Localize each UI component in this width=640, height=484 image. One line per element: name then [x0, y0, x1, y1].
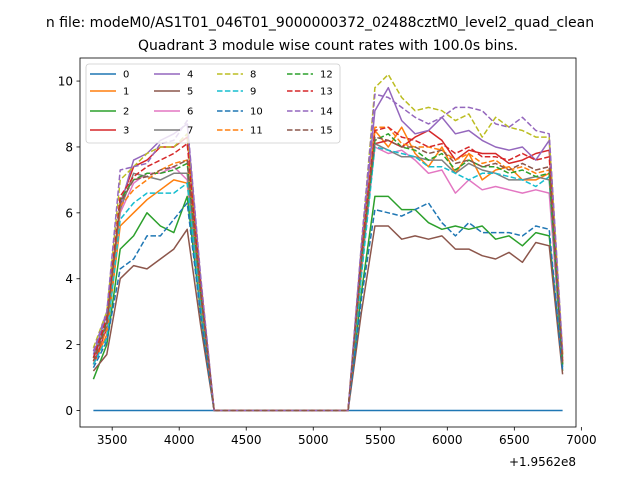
plot-area: 3500 4000 4500 5000 5500 6000 6500 70000246810+… — [58, 57, 597, 469]
x-tick-label: 3500 — [97, 433, 128, 447]
series-line-12 — [92, 133, 564, 412]
series-line-2 — [92, 195, 564, 412]
series-line-7 — [92, 142, 564, 412]
legend-label-10: 10 — [250, 107, 263, 118]
x-offset-label: +1.9562e8 — [509, 455, 576, 469]
y-tick-label: 2 — [65, 338, 73, 352]
series-line-11 — [92, 126, 564, 412]
legend-label-2: 2 — [123, 107, 129, 118]
x-tick-label: 4000 — [164, 433, 195, 447]
series-line-1 — [92, 126, 564, 412]
legend-label-13: 13 — [320, 87, 333, 98]
x-tick-label: 6000 — [432, 433, 463, 447]
legend-label-15: 15 — [320, 126, 333, 137]
legend-label-12: 12 — [320, 70, 333, 81]
legend-box — [85, 63, 341, 144]
figure-suptitle: n file: modeM0/AS1T01_046T01_9000000372_… — [46, 15, 594, 31]
series-line-10 — [92, 202, 564, 412]
legend-label-4: 4 — [187, 70, 193, 81]
y-tick-label: 0 — [65, 404, 73, 418]
legend-label-9: 9 — [250, 87, 256, 98]
legend-label-6: 6 — [187, 107, 193, 118]
y-tick-label: 6 — [65, 206, 73, 220]
axes-frame — [79, 57, 577, 428]
legend-label-3: 3 — [123, 126, 129, 137]
legend-label-0: 0 — [123, 70, 129, 81]
x-tick-label: 5000 — [298, 433, 329, 447]
series-line-5 — [92, 225, 564, 412]
series-line-13 — [92, 126, 564, 412]
legend-label-14: 14 — [320, 107, 333, 118]
x-tick-label: 5500 — [365, 433, 396, 447]
legend-label-11: 11 — [250, 126, 263, 137]
series-line-8 — [92, 73, 564, 412]
y-tick-label: 4 — [65, 272, 73, 286]
x-tick-label: 4500 — [231, 433, 262, 447]
chart-title: Quadrant 3 module wise count rates with … — [138, 38, 518, 54]
x-tick-label: 6500 — [499, 433, 530, 447]
legend-label-8: 8 — [250, 70, 256, 81]
legend-label-1: 1 — [123, 87, 129, 98]
y-tick-label: 8 — [65, 140, 73, 154]
legend-label-7: 7 — [187, 126, 193, 137]
legend-label-5: 5 — [187, 87, 193, 98]
y-tick-label: 10 — [58, 75, 73, 89]
x-tick-label: 7000 — [566, 433, 597, 447]
series-line-15 — [92, 136, 564, 412]
